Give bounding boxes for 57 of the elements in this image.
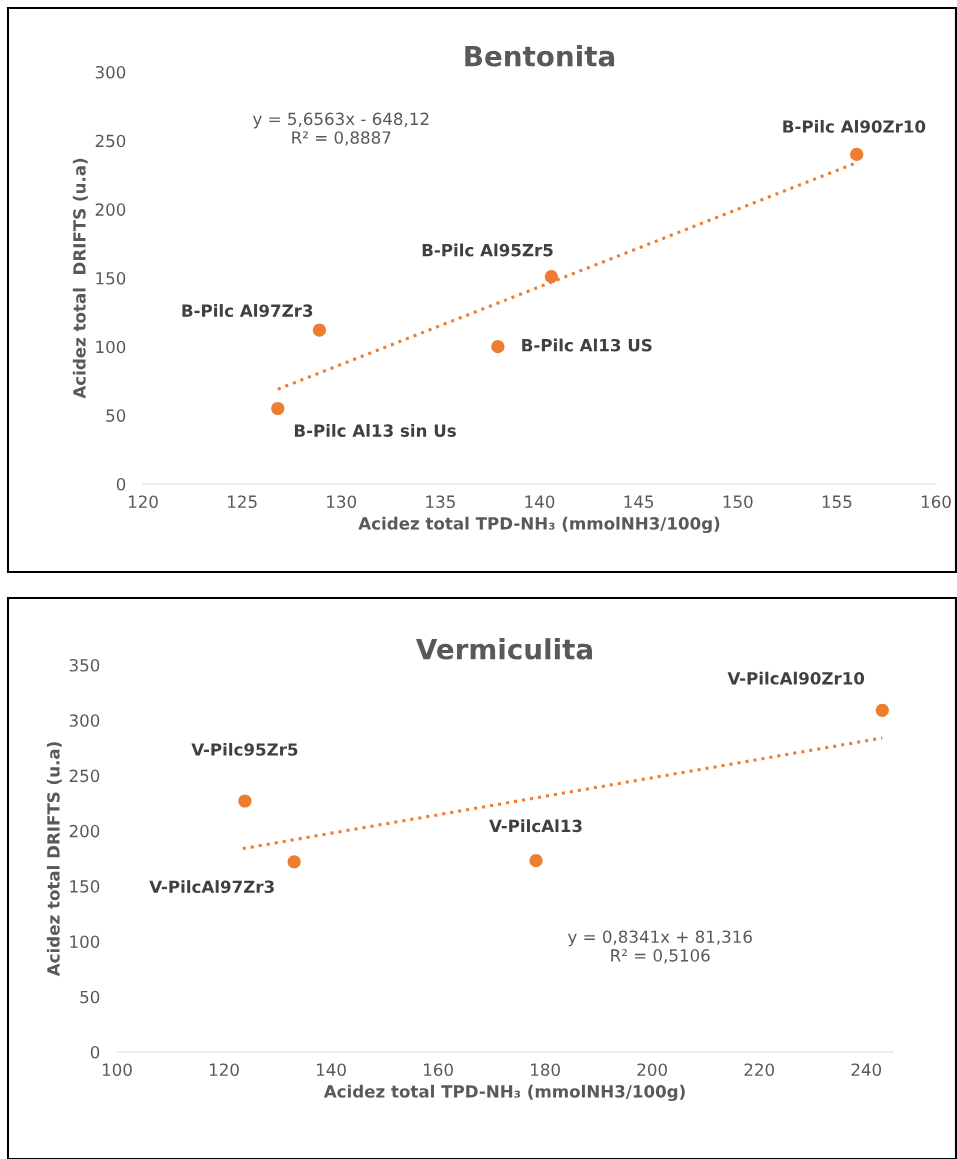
x-tick-label: 240 <box>851 1063 882 1077</box>
y-tick-label: 300 <box>95 65 126 79</box>
y-tick-label: 0 <box>116 477 126 491</box>
point <box>312 323 327 337</box>
annotation: y = 0,8341x + 81,316 R² = 0,5106 <box>567 930 752 964</box>
y-tick-label: 150 <box>96 271 126 285</box>
x-axis-title: Acidez total TPD-NH₃ (mmolNH3/100g) <box>323 1084 685 1102</box>
chart-title: Bentonita <box>465 45 615 67</box>
annotation: B-Pilc Al13 US <box>522 338 652 352</box>
annotation: B-Pilc Al13 sin Us <box>294 424 456 437</box>
point <box>491 340 505 354</box>
x-tick-label: 155 <box>822 495 852 509</box>
x-tick-label: 140 <box>525 495 555 509</box>
annotation: V-PilcAl13 <box>489 819 582 833</box>
y-tick-label: 200 <box>69 824 100 838</box>
x-tick-label: 140 <box>316 1063 346 1077</box>
y-tick-label: 50 <box>106 409 126 422</box>
annotation: V-PilcAl90Zr10 <box>727 671 865 685</box>
x-tick-label: 200 <box>637 1063 667 1077</box>
y-tick-label: 100 <box>96 340 126 354</box>
y-tick-label: 250 <box>95 134 126 148</box>
y-tick-label: 300 <box>69 714 100 727</box>
y-tick-label: 250 <box>69 769 100 783</box>
point <box>271 401 285 416</box>
x-tick-label: 220 <box>744 1063 775 1077</box>
x-tick-label: 150 <box>723 495 753 509</box>
y-tick-label: 200 <box>95 203 126 216</box>
point <box>850 147 864 161</box>
annotation: V-Pilc95Zr5 <box>191 742 298 756</box>
point <box>544 270 558 284</box>
y-axis-title: Acidez total DRIFTS (u.a) <box>46 742 62 977</box>
y-tick-label: 0 <box>90 1045 100 1059</box>
y-tick-label: 50 <box>80 990 100 1004</box>
x-tick-label: 125 <box>228 495 257 509</box>
x-axis-title: Acidez total TPD-NH₃ (mmolNH3/100g) <box>358 516 720 534</box>
x-tick-label: 180 <box>531 1063 560 1077</box>
point <box>529 854 543 868</box>
y-axis-title: Acidez total DRIFTS (u.a) <box>72 158 88 399</box>
x-tick-label: 160 <box>424 1063 453 1077</box>
chart-title: Vermiculita <box>415 638 592 660</box>
annotation: B-Pilc Al97Zr3 <box>182 304 313 317</box>
x-tick-label: 130 <box>327 495 357 509</box>
y-tick-label: 100 <box>70 935 100 948</box>
point <box>287 855 301 869</box>
annotation: y = 5,6563x - 648,12 R² = 0,8887 <box>252 112 429 146</box>
annotation: V-PilcAl97Zr3 <box>149 880 274 894</box>
annotation: B-Pilc Al95Zr5 <box>422 243 553 257</box>
x-tick-label: 135 <box>426 495 455 509</box>
y-tick-label: 150 <box>70 880 100 893</box>
x-tick-label: 120 <box>128 495 158 509</box>
x-tick-label: 160 <box>921 495 951 509</box>
x-tick-label: 120 <box>209 1063 239 1077</box>
annotation: B-Pilc Al90Zr10 <box>783 119 926 133</box>
point <box>875 703 889 717</box>
point <box>238 794 252 808</box>
y-tick-label: 350 <box>69 658 100 672</box>
x-tick-label: 145 <box>624 495 654 509</box>
